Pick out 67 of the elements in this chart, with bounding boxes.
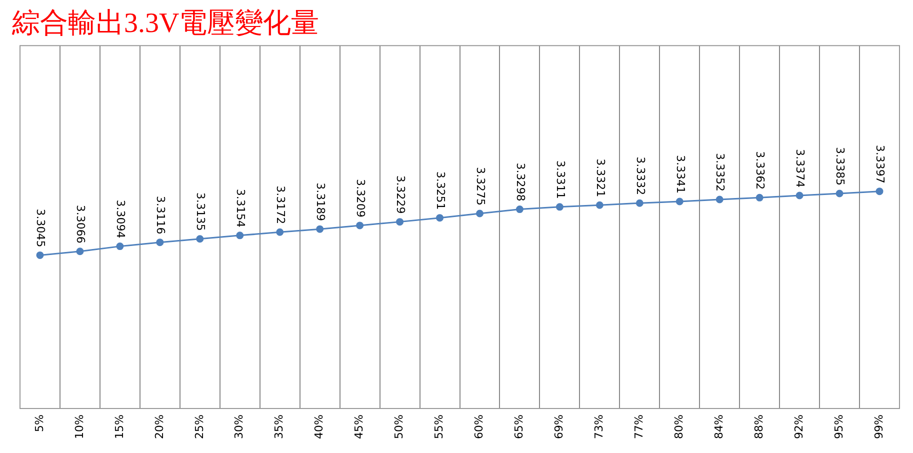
x-tick-label: 77% bbox=[632, 414, 646, 440]
point bbox=[596, 201, 604, 209]
data-label: 3.3321 bbox=[594, 158, 607, 198]
data-label: 3.3374 bbox=[794, 149, 807, 188]
x-tick-label: 10% bbox=[72, 414, 86, 440]
point bbox=[396, 218, 404, 226]
point bbox=[876, 188, 884, 196]
point bbox=[36, 251, 44, 259]
data-label: 3.3362 bbox=[754, 151, 767, 190]
x-tick-label: 15% bbox=[112, 414, 126, 440]
data-label: 3.3311 bbox=[554, 160, 567, 199]
data-label: 3.3045 bbox=[34, 208, 48, 248]
point bbox=[76, 248, 84, 256]
data-label: 3.3298 bbox=[514, 162, 527, 202]
data-label: 3.3172 bbox=[274, 186, 287, 224]
x-tick-label: 30% bbox=[232, 414, 246, 440]
data-label: 3.3229 bbox=[394, 175, 407, 214]
data-label: 3.3135 bbox=[194, 192, 208, 231]
point bbox=[116, 242, 124, 250]
x-tick-label: 92% bbox=[792, 414, 806, 440]
point bbox=[276, 228, 284, 236]
x-tick-label: 95% bbox=[832, 414, 846, 440]
data-label: 3.3116 bbox=[154, 196, 168, 234]
point bbox=[676, 198, 684, 206]
x-tick-label: 50% bbox=[392, 414, 406, 440]
x-tick-label: 88% bbox=[752, 414, 766, 440]
point bbox=[796, 192, 804, 200]
point bbox=[356, 222, 364, 230]
x-tick-label: 40% bbox=[312, 414, 326, 440]
data-label: 3.3066 bbox=[74, 204, 88, 244]
x-tick-label: 60% bbox=[472, 414, 486, 440]
data-label: 3.3275 bbox=[474, 166, 487, 206]
x-tick-label: 5% bbox=[32, 414, 46, 432]
data-label: 3.3154 bbox=[234, 188, 248, 228]
point bbox=[156, 238, 164, 246]
data-label: 3.3189 bbox=[314, 182, 327, 222]
x-tick-label: 65% bbox=[512, 414, 526, 440]
data-label: 3.3209 bbox=[354, 178, 367, 218]
chart-title: 綜合輸出3.3V電壓變化量 bbox=[11, 8, 320, 40]
x-tick-label: 99% bbox=[872, 414, 886, 440]
point bbox=[476, 210, 484, 218]
point bbox=[556, 203, 564, 211]
data-label: 3.3332 bbox=[634, 156, 647, 196]
data-label: 3.3251 bbox=[434, 171, 447, 210]
x-tick-label: 25% bbox=[192, 414, 206, 440]
x-tick-label: 80% bbox=[672, 414, 686, 440]
point bbox=[316, 225, 324, 233]
x-tick-label: 69% bbox=[552, 414, 566, 440]
point bbox=[516, 206, 524, 214]
point bbox=[236, 232, 244, 240]
data-label: 3.3341 bbox=[674, 154, 687, 194]
point bbox=[196, 235, 204, 243]
x-tick-label: 20% bbox=[152, 414, 166, 440]
x-tick-label: 84% bbox=[712, 414, 726, 440]
data-label: 3.3385 bbox=[834, 147, 847, 186]
point bbox=[836, 190, 844, 198]
data-label: 3.3352 bbox=[714, 152, 727, 192]
point bbox=[716, 196, 724, 204]
data-label: 3.3094 bbox=[114, 200, 128, 238]
point bbox=[636, 199, 644, 207]
x-tick-label: 55% bbox=[432, 414, 446, 440]
x-tick-label: 35% bbox=[272, 414, 286, 440]
point bbox=[756, 194, 764, 202]
x-tick-label: 45% bbox=[352, 414, 366, 440]
data-label: 3.3397 bbox=[874, 144, 887, 184]
point bbox=[436, 214, 444, 222]
x-tick-label: 73% bbox=[592, 414, 606, 440]
